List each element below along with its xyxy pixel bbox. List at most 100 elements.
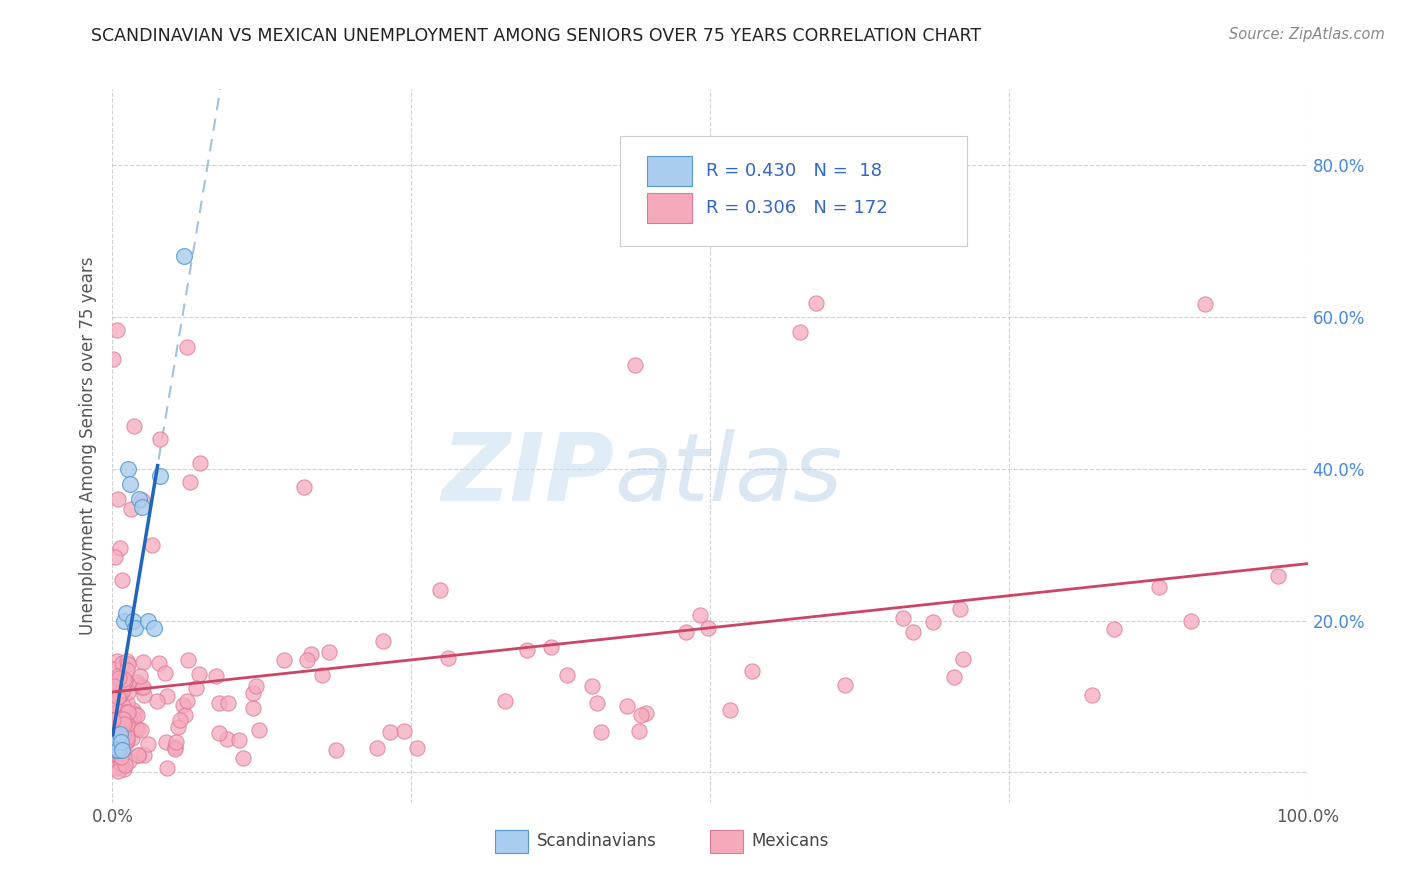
Point bbox=[789, 326, 811, 340]
Point bbox=[104, 689, 127, 703]
Point bbox=[697, 621, 720, 635]
Point bbox=[110, 735, 132, 749]
Point bbox=[115, 705, 138, 719]
Point bbox=[636, 706, 658, 720]
Point bbox=[103, 714, 125, 728]
Point bbox=[107, 742, 129, 756]
Point bbox=[127, 722, 149, 736]
Point bbox=[103, 683, 125, 698]
Point bbox=[591, 725, 613, 739]
Point bbox=[616, 698, 638, 713]
Point bbox=[124, 621, 146, 635]
Point bbox=[188, 456, 211, 470]
Point bbox=[108, 672, 131, 686]
Point bbox=[207, 726, 229, 740]
Point bbox=[111, 656, 134, 670]
Point bbox=[165, 735, 187, 749]
Point bbox=[1147, 580, 1170, 594]
Point bbox=[540, 640, 562, 654]
Point bbox=[131, 681, 153, 696]
Point bbox=[949, 602, 972, 616]
Point bbox=[891, 610, 914, 624]
Text: Mexicans: Mexicans bbox=[752, 832, 830, 850]
Point bbox=[101, 730, 124, 744]
Point bbox=[429, 582, 451, 597]
Point bbox=[125, 722, 148, 736]
Point bbox=[718, 703, 741, 717]
Point bbox=[273, 652, 295, 666]
Point bbox=[901, 625, 924, 640]
Point bbox=[103, 662, 125, 676]
Point bbox=[146, 694, 169, 708]
Point bbox=[101, 713, 124, 727]
Point bbox=[107, 716, 129, 731]
Point bbox=[104, 550, 127, 565]
Point bbox=[143, 621, 166, 635]
Point bbox=[107, 764, 129, 779]
Point bbox=[127, 708, 149, 723]
Point bbox=[921, 615, 943, 629]
Point bbox=[101, 681, 124, 695]
Point bbox=[156, 761, 179, 775]
Point bbox=[120, 501, 142, 516]
Point bbox=[101, 706, 124, 720]
Text: atlas: atlas bbox=[614, 429, 842, 520]
Point bbox=[110, 756, 132, 771]
Point bbox=[112, 673, 135, 688]
Text: SCANDINAVIAN VS MEXICAN UNEMPLOYMENT AMONG SENIORS OVER 75 YEARS CORRELATION CHA: SCANDINAVIAN VS MEXICAN UNEMPLOYMENT AMO… bbox=[91, 27, 981, 45]
Point bbox=[108, 714, 131, 728]
Point bbox=[111, 699, 134, 714]
Point bbox=[117, 663, 139, 677]
Point bbox=[114, 714, 136, 728]
Point bbox=[232, 751, 254, 765]
Point bbox=[112, 716, 135, 731]
Point bbox=[103, 706, 125, 720]
Point bbox=[112, 672, 135, 686]
Point bbox=[115, 717, 138, 731]
Bar bbox=[495, 830, 529, 853]
Point bbox=[103, 698, 125, 712]
Point bbox=[107, 748, 129, 763]
Point bbox=[176, 340, 198, 354]
Point bbox=[176, 653, 198, 667]
Point bbox=[131, 492, 153, 507]
Point bbox=[114, 673, 136, 688]
Point bbox=[295, 653, 318, 667]
Point bbox=[129, 669, 152, 683]
Text: R = 0.306   N = 172: R = 0.306 N = 172 bbox=[706, 200, 889, 218]
Point bbox=[114, 721, 136, 735]
Point bbox=[1194, 297, 1216, 311]
Point bbox=[112, 716, 135, 731]
Point bbox=[242, 700, 264, 714]
Point bbox=[112, 762, 135, 776]
Point bbox=[105, 749, 128, 764]
Point bbox=[172, 698, 194, 712]
Point bbox=[176, 694, 198, 708]
Point bbox=[111, 574, 134, 588]
Point bbox=[1102, 622, 1125, 636]
Point bbox=[156, 689, 179, 703]
Point bbox=[630, 708, 652, 723]
Point bbox=[115, 732, 138, 747]
Point bbox=[101, 351, 124, 366]
Point bbox=[515, 643, 537, 657]
Point bbox=[105, 742, 128, 756]
Point bbox=[101, 739, 124, 753]
Text: ZIP: ZIP bbox=[441, 428, 614, 521]
Point bbox=[208, 696, 231, 710]
Point bbox=[495, 694, 517, 708]
Point bbox=[132, 680, 155, 694]
Text: Source: ZipAtlas.com: Source: ZipAtlas.com bbox=[1229, 27, 1385, 42]
Point bbox=[115, 730, 138, 744]
Point bbox=[118, 710, 141, 724]
Point bbox=[149, 469, 172, 483]
Point bbox=[436, 650, 458, 665]
Point bbox=[952, 652, 974, 666]
Point bbox=[128, 748, 150, 763]
Point bbox=[380, 725, 402, 739]
Point bbox=[169, 713, 191, 727]
Point bbox=[623, 358, 645, 372]
Point bbox=[114, 758, 136, 772]
Point bbox=[108, 688, 131, 702]
Point bbox=[149, 433, 172, 447]
